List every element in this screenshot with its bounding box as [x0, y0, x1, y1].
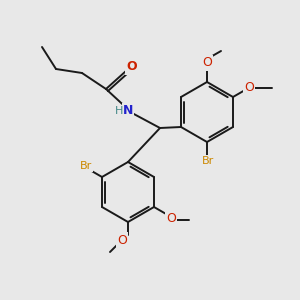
Text: N: N — [123, 104, 133, 118]
Text: O: O — [117, 233, 127, 247]
Text: O: O — [166, 212, 176, 225]
Text: Br: Br — [80, 161, 92, 171]
Text: O: O — [127, 61, 137, 74]
Text: Br: Br — [202, 156, 214, 166]
Text: O: O — [202, 56, 212, 70]
Text: H: H — [115, 106, 123, 116]
Text: O: O — [244, 81, 254, 94]
